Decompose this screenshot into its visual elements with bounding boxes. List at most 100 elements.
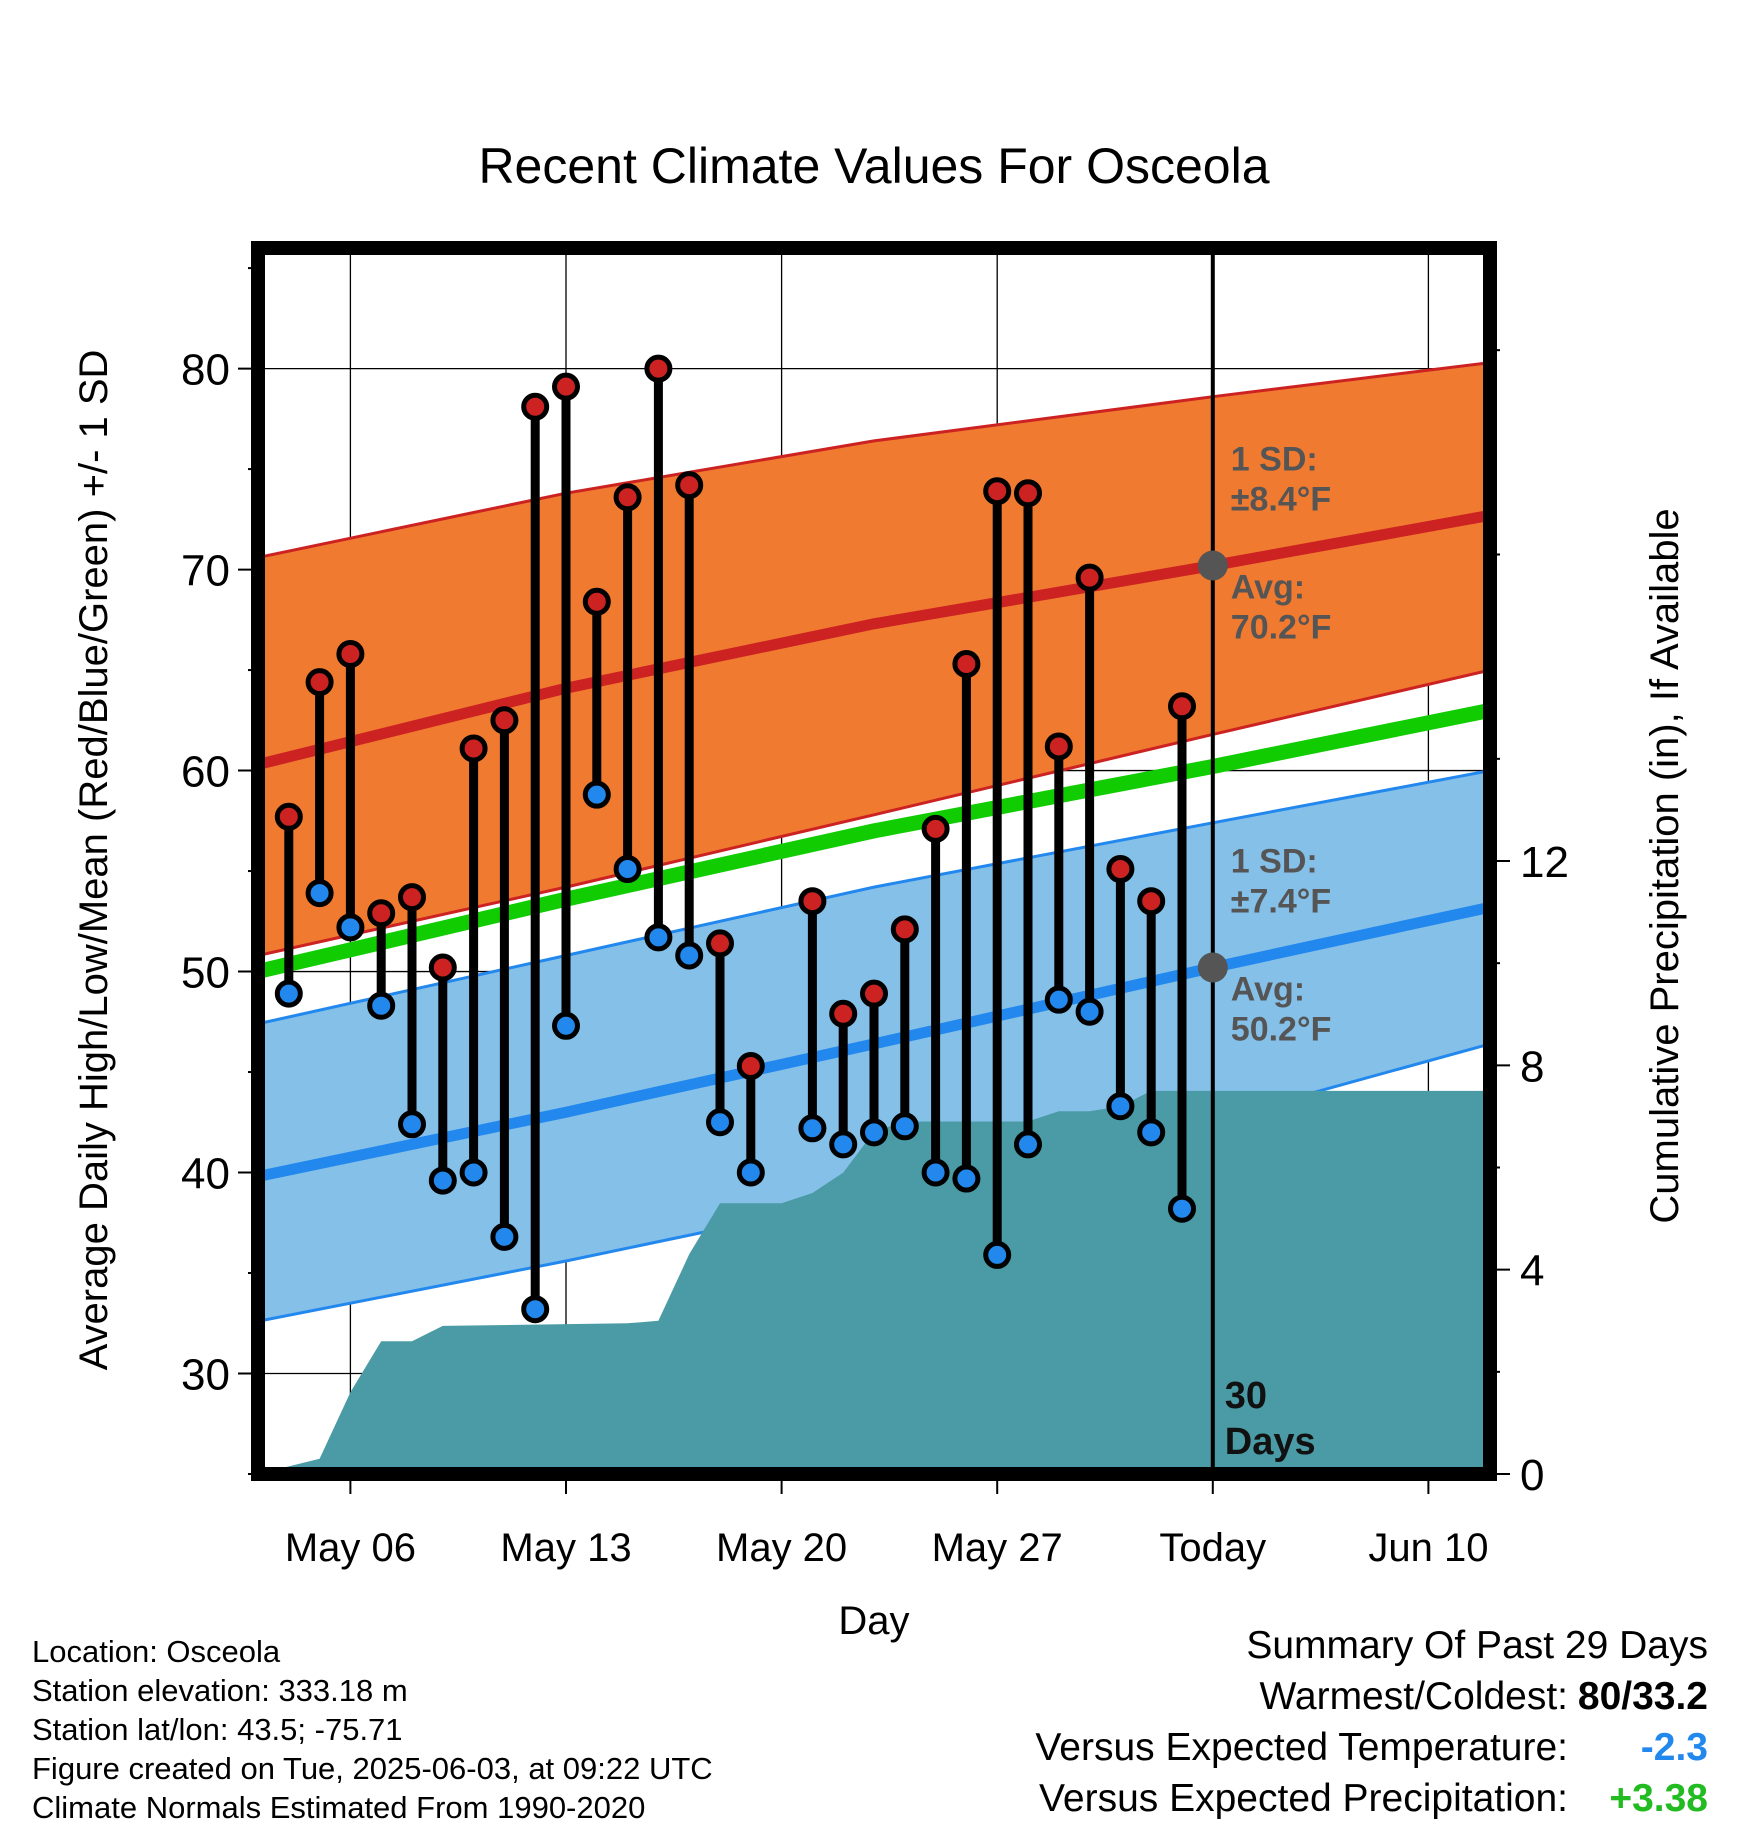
low-temp-point [1168, 1194, 1196, 1223]
daily-observation [521, 392, 550, 1324]
high-temp-point [890, 915, 919, 944]
low-temp-point [736, 1158, 765, 1187]
high-sd-upper-line [258, 361, 1490, 559]
daily-observation [1137, 887, 1166, 1147]
daily-observation [736, 1052, 765, 1187]
y-tick-label: 40 [181, 1150, 230, 1199]
low-temp-point [706, 1108, 734, 1137]
x-tick-label: May 13 [500, 1526, 631, 1570]
daily-observation [1168, 692, 1196, 1223]
high-temp-point [706, 929, 734, 958]
high-temp-point [305, 668, 334, 697]
summary-temp-value: -2.3 [1640, 1726, 1708, 1769]
info-location: Location: Osceola [32, 1634, 281, 1669]
high-temp-point [1044, 732, 1073, 761]
avg-mean-line [258, 702, 1490, 979]
summary-warmest-value: 80/33.2 [1577, 1675, 1708, 1718]
y2-axis-label: Cumulative Precipitation (in), If Availa… [1643, 508, 1687, 1223]
low-temp-point [613, 855, 642, 884]
high-temp-point [552, 372, 580, 401]
high-temp-point [921, 814, 950, 843]
y-tick-label: 60 [181, 748, 230, 797]
low-temp-point [890, 1112, 919, 1141]
low-temp-point [983, 1240, 1012, 1269]
daily-observation [921, 814, 950, 1187]
window-days-number: 30 [1225, 1375, 1267, 1417]
low-temp-point [1075, 997, 1104, 1026]
daily-observation [305, 668, 334, 908]
daily-observation [829, 999, 858, 1159]
today-avg-high-marker [1197, 550, 1228, 581]
low-temp-point [336, 913, 365, 942]
high-temp-point [367, 899, 396, 928]
daily-observation [644, 354, 673, 952]
high-temp-point [860, 979, 888, 1008]
daily-observation [398, 883, 426, 1139]
x-tick-label: Jun 10 [1368, 1526, 1488, 1570]
low-avg-value: 50.2°F [1231, 1011, 1332, 1049]
daily-observation [706, 929, 734, 1137]
summary-heading: Summary Of Past 29 Days [1246, 1624, 1708, 1667]
today-avg-low-marker [1197, 952, 1228, 983]
daily-observation [613, 483, 642, 884]
high-avg-label: Avg: [1231, 569, 1305, 607]
high-temp-point [521, 392, 550, 421]
high-temp-point [428, 953, 457, 982]
high-temp-point [675, 471, 704, 500]
low-temp-point [490, 1222, 519, 1251]
low-sd-upper-line [258, 769, 1490, 1026]
daily-observation [798, 887, 827, 1143]
daily-observation [983, 477, 1012, 1269]
chart-title: Recent Climate Values For Osceola [478, 138, 1269, 194]
high-sd-label: 1 SD: [1231, 441, 1318, 479]
y2-tick-label: 12 [1520, 838, 1569, 887]
high-temp-point [1075, 563, 1104, 592]
x-tick-label: May 06 [285, 1526, 416, 1570]
y-tick-label: 30 [181, 1351, 230, 1400]
low-temp-point [521, 1295, 550, 1324]
high-temp-point [798, 887, 827, 916]
summary-panel: Summary Of Past 29 Days Warmest/Coldest:… [948, 1620, 1708, 1824]
daily-observation [428, 953, 457, 1195]
daily-observation [1014, 479, 1042, 1159]
summary-precip-value: +3.38 [1609, 1777, 1708, 1820]
low-temp-point [274, 979, 303, 1008]
high-temp-point [459, 734, 488, 763]
low-temp-point [367, 991, 396, 1020]
y2-tick-label: 4 [1520, 1247, 1544, 1296]
daily-observation [552, 372, 580, 1040]
daily-observation [860, 979, 888, 1147]
high-temp-point [582, 587, 611, 616]
axes-layer: 30 40 50 60 70 80 0 4 8 12 May 06 May 13 May 20 May 2… [181, 267, 1569, 1570]
y-tick-label: 70 [181, 547, 230, 596]
low-temp-point [582, 780, 611, 809]
low-temp-point [552, 1011, 580, 1040]
summary-precip-row: Versus Expected Precipitation: +3.38 [948, 1773, 1708, 1824]
low-temp-point [952, 1164, 981, 1193]
low-temp-point [459, 1158, 488, 1187]
y-axis-label: Average Daily High/Low/Mean (Red/Blue/Gr… [72, 350, 116, 1371]
summary-temp-row: Versus Expected Temperature: -2.3 [948, 1722, 1708, 1773]
low-sd-label: 1 SD: [1231, 843, 1318, 881]
daily-observation [367, 899, 396, 1020]
daily-observation [582, 587, 611, 809]
daily-observation [1044, 732, 1073, 1014]
high-temp-point [1106, 855, 1135, 884]
info-created: Figure created on Tue, 2025-06-03, at 09… [32, 1751, 713, 1786]
station-info: Location: Osceola Station elevation: 333… [32, 1632, 713, 1827]
high-temp-point [1137, 887, 1166, 916]
info-latlon: Station lat/lon: 43.5; -75.71 [32, 1712, 403, 1747]
summary-warmest-row: Warmest/Coldest: 80/33.2 [948, 1671, 1708, 1722]
high-temp-point [952, 650, 981, 679]
high-temp-point [1168, 692, 1196, 721]
low-temp-point [1106, 1092, 1135, 1121]
summary-warmest-label: Warmest/Coldest: [1259, 1675, 1568, 1718]
low-avg-label: Avg: [1231, 971, 1305, 1009]
daily-observation [336, 639, 365, 942]
avg-high-line [258, 509, 1490, 770]
low-temp-point [675, 941, 704, 970]
high-temp-point [1014, 479, 1042, 508]
low-temp-point [398, 1110, 426, 1139]
